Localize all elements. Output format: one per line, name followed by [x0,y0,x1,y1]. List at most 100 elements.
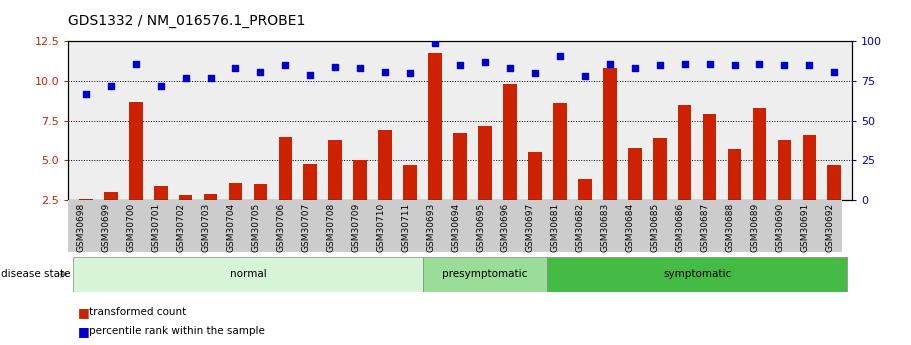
Point [727,62,742,68]
Text: percentile rank within the sample: percentile rank within the sample [89,326,265,336]
Bar [229,183,242,240]
Text: GSM30693: GSM30693 [426,203,435,252]
Bar [79,198,93,240]
Bar [778,140,792,240]
Text: normal: normal [230,269,266,279]
Point [527,70,542,76]
Bar [803,135,816,240]
Bar [404,165,417,240]
Bar [578,179,591,240]
Text: ■: ■ [77,325,89,338]
Bar [478,126,492,240]
Point [503,66,517,71]
Text: GSM30684: GSM30684 [626,203,635,252]
Text: GSM30698: GSM30698 [77,203,86,252]
Text: GSM30708: GSM30708 [326,203,335,252]
Text: GSM30687: GSM30687 [701,203,710,252]
Point [777,62,792,68]
Point [652,62,667,68]
Text: GSM30704: GSM30704 [227,203,236,252]
Text: GSM30685: GSM30685 [650,203,660,252]
Point [353,66,367,71]
Point [303,72,318,78]
Bar [702,115,716,240]
Text: GSM30697: GSM30697 [526,203,535,252]
Point [453,62,467,68]
Text: GSM30703: GSM30703 [201,203,210,252]
Text: GSM30705: GSM30705 [251,203,261,252]
Bar [752,108,766,240]
Point [378,69,393,74]
Text: GSM30695: GSM30695 [476,203,485,252]
Text: GSM30690: GSM30690 [775,203,784,252]
Text: GSM30706: GSM30706 [276,203,285,252]
Bar [528,152,542,240]
Point [153,83,168,89]
Point [477,59,492,65]
Text: GSM30701: GSM30701 [151,203,160,252]
Bar [553,103,567,240]
Text: GSM30707: GSM30707 [302,203,311,252]
Text: GSM30702: GSM30702 [177,203,186,252]
Point [802,62,816,68]
Point [128,61,143,66]
Text: GSM30689: GSM30689 [751,203,760,252]
Point [328,64,343,70]
Bar [678,105,691,240]
Bar [329,140,343,240]
Bar [827,165,841,240]
Bar [154,186,168,240]
Point [752,61,767,66]
Bar [628,148,641,240]
Point [677,61,691,66]
Bar [279,137,292,240]
Point [229,66,243,71]
Text: GSM30710: GSM30710 [376,203,385,252]
Bar [728,149,742,240]
Text: presymptomatic: presymptomatic [443,269,527,279]
Bar [253,184,267,240]
Text: transformed count: transformed count [89,307,187,317]
Text: GSM30691: GSM30691 [801,203,809,252]
Text: GSM30711: GSM30711 [401,203,410,252]
Text: GDS1332 / NM_016576.1_PROBE1: GDS1332 / NM_016576.1_PROBE1 [68,13,306,28]
Point [553,53,568,58]
Text: GSM30686: GSM30686 [676,203,684,252]
Bar [353,160,367,240]
Point [78,91,93,97]
Bar [428,52,442,240]
Text: GSM30692: GSM30692 [825,203,834,252]
Bar [204,194,218,240]
Point [278,62,292,68]
Bar [423,257,548,292]
Point [403,70,417,76]
Point [179,75,193,81]
Text: GSM30699: GSM30699 [102,203,111,252]
Text: GSM30694: GSM30694 [451,203,460,252]
Bar [653,138,667,240]
Text: GSM30709: GSM30709 [352,203,360,252]
Text: disease state: disease state [1,269,70,279]
Bar [73,257,423,292]
Text: GSM30681: GSM30681 [551,203,560,252]
Bar [503,84,517,240]
Text: GSM30688: GSM30688 [725,203,734,252]
Text: GSM30700: GSM30700 [127,203,136,252]
Point [578,73,592,79]
Bar [128,102,142,240]
Bar [104,192,118,240]
Point [702,61,717,66]
Text: GSM30683: GSM30683 [600,203,609,252]
Bar [179,195,192,240]
Point [253,69,268,74]
Bar [453,134,467,240]
Bar [378,130,392,240]
Bar [548,257,847,292]
Point [602,61,617,66]
Point [827,69,842,74]
Point [628,66,642,71]
Point [203,75,218,81]
Text: GSM30696: GSM30696 [501,203,510,252]
Point [104,83,118,89]
Bar [603,68,617,240]
